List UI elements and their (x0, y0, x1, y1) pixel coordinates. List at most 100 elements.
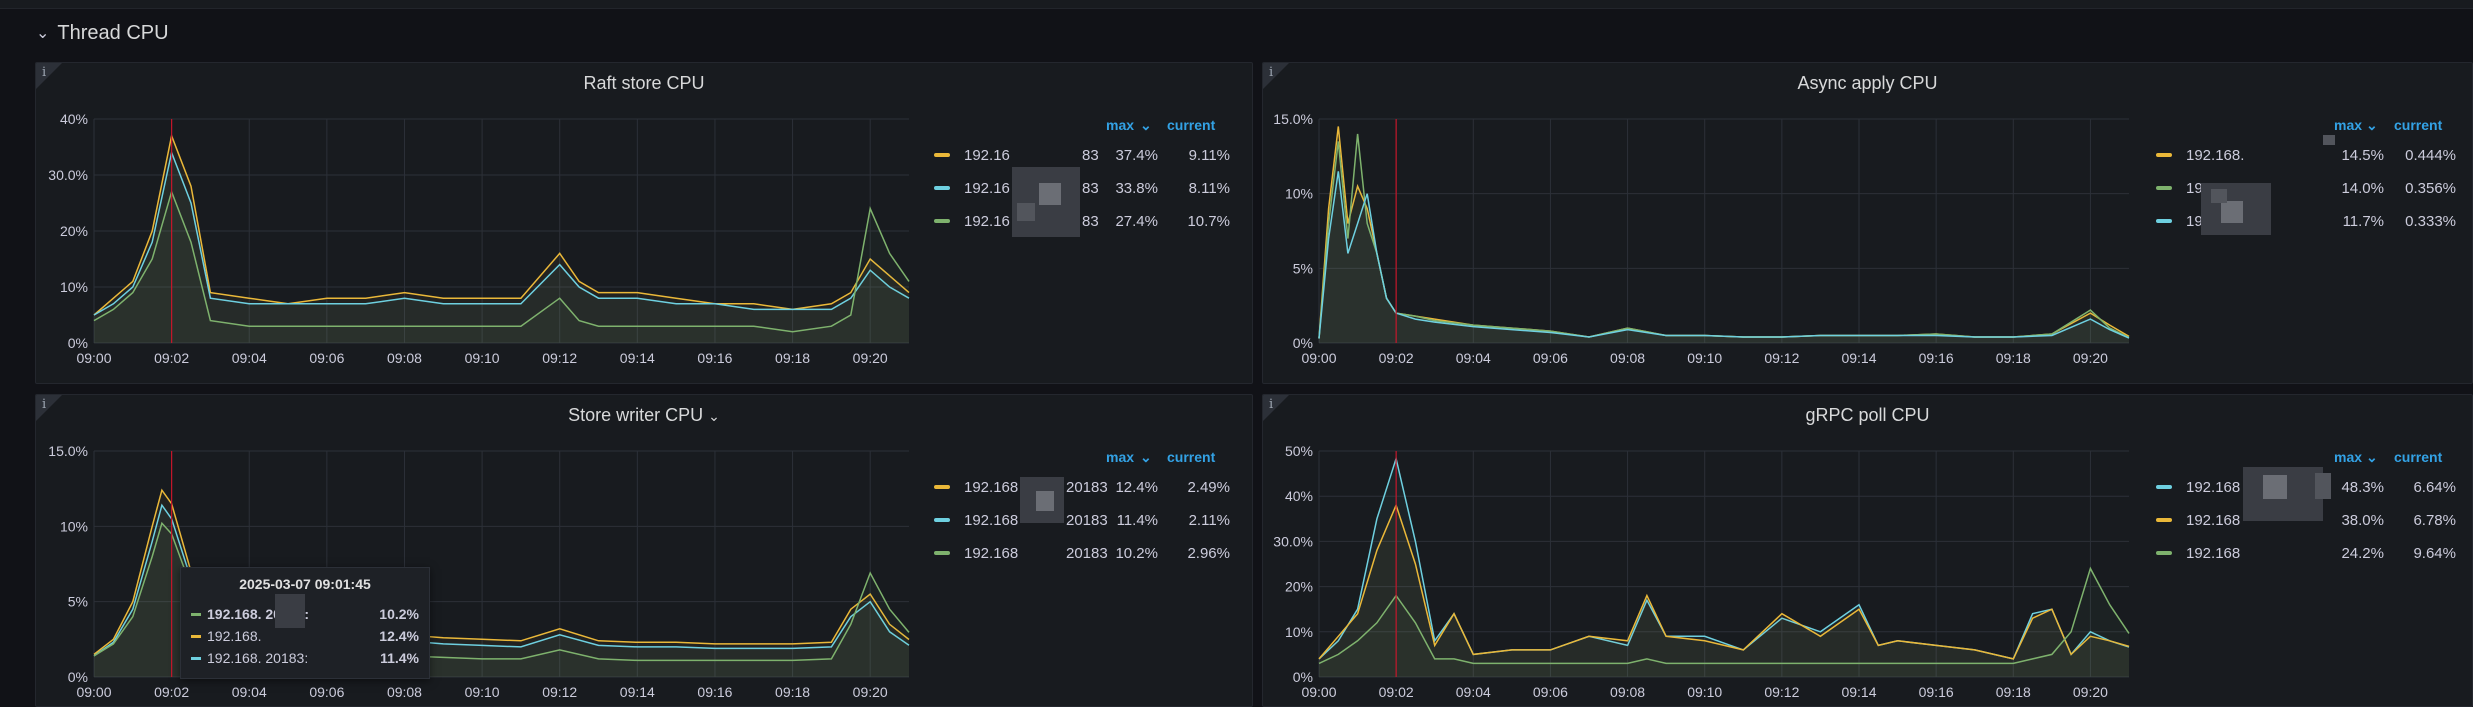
y-tick-label: 5% (1293, 260, 1313, 276)
info-icon[interactable]: i (42, 397, 47, 412)
legend-current-header[interactable]: current (2394, 449, 2443, 465)
y-tick-label: 0% (1293, 669, 1313, 685)
legend-current-header[interactable]: current (1167, 117, 1216, 133)
legend-series-name[interactable]: 192.168 (2186, 511, 2241, 529)
legend-current-value: 6.64% (2413, 478, 2456, 496)
panel-title[interactable]: gRPC poll CPU (1805, 405, 1930, 425)
legend-swatch[interactable] (934, 153, 950, 157)
x-tick-label: 09:00 (76, 684, 111, 700)
tooltip-swatch (191, 656, 201, 660)
legend-swatch[interactable] (2156, 186, 2172, 190)
legend-swatch[interactable] (2156, 153, 2172, 157)
panel-grpc-poll-cpu[interactable]: i gRPC poll CPU 0% 10% 20% 30.0% 40% 50% 09:00… (1262, 394, 2473, 707)
x-tick-label: 09:04 (232, 350, 267, 366)
chevron-down-icon[interactable]: ⌄ (708, 408, 720, 424)
legend-max-header[interactable]: max (1106, 449, 1135, 465)
chart-svg[interactable]: 0% 10% 20% 30.0% 40% 09:00 09:02 09:04 09:06 09:0… (36, 63, 1253, 384)
panel-title[interactable]: Raft store CPU (583, 73, 705, 93)
legend-item[interactable]: 192.168 20183 10.2% 2.96% (934, 543, 1252, 563)
legend-series-name[interactable]: 192.168 (964, 511, 1019, 529)
legend-current-header[interactable]: current (2394, 117, 2443, 133)
panel-corner (36, 395, 62, 421)
redaction-mask (1036, 491, 1054, 511)
legend-item[interactable]: 192.168 24.2% 9.64% (2156, 543, 2472, 563)
panel-raft-store-cpu[interactable]: i Raft store CPU 0% 10% 20% 30.0% 40% 09:00 09… (35, 62, 1253, 384)
chevron-down-icon[interactable]: ⌄ (36, 25, 50, 42)
panel-title[interactable]: Store writer CPU ⌄ (36, 405, 1252, 426)
legend-item[interactable]: 192.16 83 27.4% 10.7% (934, 211, 1252, 231)
legend-max-value: 11.4% (1116, 511, 1158, 529)
sort-chevron-icon[interactable]: ⌄ (2366, 449, 2378, 465)
series-area (94, 505, 909, 677)
panel-async-apply-cpu[interactable]: i Async apply CPU 0% 5% 10% 15.0% 09:00 09:02… (1262, 62, 2473, 384)
info-icon[interactable]: i (1269, 65, 1274, 80)
legend-current-header[interactable]: current (1167, 449, 1216, 465)
legend-swatch[interactable] (2156, 551, 2172, 555)
sort-chevron-icon[interactable]: ⌄ (2366, 117, 2378, 133)
sort-chevron-icon[interactable]: ⌄ (1140, 117, 1152, 133)
panel-title[interactable]: Async apply CPU (1797, 73, 1938, 93)
legend-series-name[interactable]: 192.16 (964, 179, 1010, 197)
x-tick-label: 09:06 (309, 350, 344, 366)
legend-max-header[interactable]: max (2334, 117, 2363, 133)
legend-swatch[interactable] (934, 551, 950, 555)
tooltip-row: 192.168. 12.4% (191, 626, 419, 646)
legend-swatch[interactable] (2156, 518, 2172, 522)
legend-max-value: 27.4% (1115, 212, 1158, 230)
legend-series-name[interactable]: 192.16 (964, 146, 1010, 164)
legend-swatch[interactable] (934, 518, 950, 522)
x-tick-label: 09:00 (76, 350, 111, 366)
x-tick-label: 09:16 (1919, 350, 1954, 366)
info-icon[interactable]: i (42, 65, 47, 80)
legend-item[interactable]: 192.168 20183 11.4% 2.11% (934, 510, 1252, 530)
redaction-mask (2323, 135, 2335, 145)
info-icon[interactable]: i (1269, 397, 1274, 412)
x-tick-label: 09:00 (1301, 684, 1336, 700)
legend-max-value: 48.3% (2341, 478, 2384, 496)
legend-current-value: 6.78% (2413, 511, 2456, 529)
legend-swatch[interactable] (2156, 219, 2172, 223)
legend-series-name[interactable]: 192.16 (964, 212, 1010, 230)
hover-tooltip: 2025-03-07 09:01:45 192.168. 20183: 10.2%… (180, 567, 430, 679)
legend-item[interactable]: 192.168. 14.5% 0.444% (2156, 145, 2472, 165)
sort-chevron-icon[interactable]: ⌄ (1140, 449, 1152, 465)
y-tick-label: 50% (1285, 443, 1313, 459)
x-tick-label: 09:08 (387, 350, 422, 366)
tooltip-series-name: 192.168. (207, 628, 262, 644)
series-line-green (93, 521, 910, 662)
legend-max-header[interactable]: max (1106, 117, 1135, 133)
row-header[interactable]: ⌄ Thread CPU (36, 18, 169, 48)
legend-item[interactable]: 192.168 38.0% 6.78% (2156, 510, 2472, 530)
legend-series-name[interactable]: 192.168 (964, 544, 1019, 562)
x-tick-label: 09:16 (1919, 684, 1954, 700)
legend-current-value: 0.333% (2405, 212, 2456, 230)
legend-item[interactable]: 192.16 83 33.8% 8.11% (934, 178, 1252, 198)
legend-swatch[interactable] (934, 219, 950, 223)
legend-max-header[interactable]: max (2334, 449, 2363, 465)
legend-max-value: 38.0% (2341, 511, 2384, 529)
x-tick-label: 09:06 (1533, 350, 1568, 366)
chart-svg[interactable]: 0% 5% 10% 15.0% 09:00 09:02 09:04 09:06 09:08 09:… (1263, 63, 2473, 384)
series-line-green (1318, 566, 2130, 665)
legend-series-name[interactable]: 192.168 (2186, 478, 2241, 496)
legend-series-name[interactable]: 192.168. (2186, 146, 2245, 164)
x-tick-label: 09:08 (1610, 684, 1645, 700)
x-tick-label: 09:18 (1996, 350, 2031, 366)
legend-item[interactable]: 192.16 83 37.4% 9.11% (934, 145, 1252, 165)
tooltip-swatch (191, 634, 201, 638)
series-line-blue (93, 149, 910, 316)
chart-svg[interactable]: 0% 10% 20% 30.0% 40% 50% 09:00 09:02 09:04 09:06 0… (1263, 395, 2473, 707)
legend-current-value: 10.7% (1187, 212, 1230, 230)
panel-title-text[interactable]: Store writer CPU (568, 405, 704, 425)
legend-series-name[interactable]: 192.168 (2186, 544, 2241, 562)
legend-item[interactable]: 192.168 20183 12.4% 2.49% (934, 477, 1252, 497)
legend-swatch[interactable] (2156, 485, 2172, 489)
legend-swatch[interactable] (934, 485, 950, 489)
legend-item[interactable]: 192.168 48.3% 6.64% (2156, 477, 2472, 497)
y-tick-label: 0% (68, 335, 88, 351)
series-line-green (93, 189, 910, 333)
legend-series-name[interactable]: 192.168 (964, 478, 1019, 496)
x-tick-label: 09:18 (775, 350, 810, 366)
legend-swatch[interactable] (934, 186, 950, 190)
legend-current-value: 9.64% (2413, 544, 2456, 562)
